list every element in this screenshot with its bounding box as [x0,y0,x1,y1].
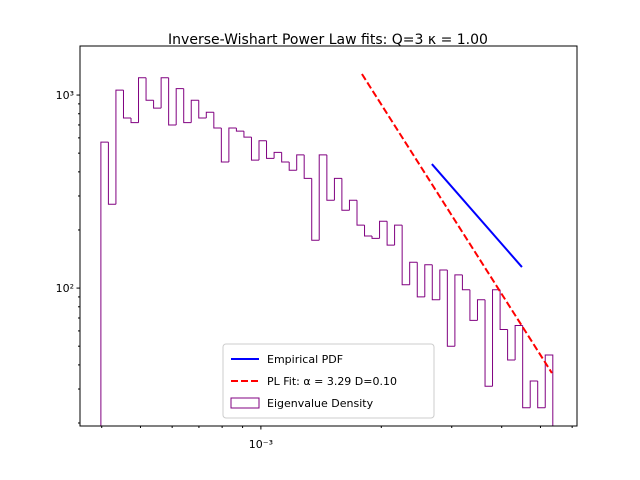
histogram-bin [379,220,388,239]
histogram-bin [416,262,425,298]
legend-label: Eigenvalue Density [267,397,374,410]
histogram-bin [303,154,312,179]
histogram-bin [469,289,478,321]
legend-swatch [230,397,260,409]
histogram-bin [341,178,350,211]
histogram-bin [544,354,554,426]
histogram-bin [122,90,132,119]
histogram-bin [168,77,177,126]
histogram-bin [138,77,147,123]
series-line [431,163,523,268]
histogram-bin [499,289,508,331]
histogram-bin [205,111,214,119]
histogram-bin [281,152,290,163]
histogram-bin [130,118,139,124]
histogram-bin [409,261,418,285]
histogram-bin [296,154,305,171]
histogram-bin [153,100,162,109]
histogram-bin [115,89,124,205]
chart-title: Inverse-Wishart Power Law fits: Q=3 κ = … [168,32,488,48]
histogram-bin [476,299,486,321]
y-tick-label: 10³ [56,89,74,102]
histogram-bin [529,380,538,408]
histogram-bin [258,140,267,161]
histogram-bin [145,77,154,101]
series-line [361,73,553,374]
histogram-bin [461,274,470,291]
histogram-bin [228,127,237,162]
histogram-bin [175,88,184,125]
histogram-bin [446,270,455,347]
x-tick-label: 10⁻³ [249,438,273,451]
histogram-bin [266,140,275,159]
histogram-bin [235,127,244,132]
axes-frame [79,45,578,427]
histogram-bin [401,225,410,286]
histogram-bin [371,236,380,239]
histogram-bin [522,325,531,409]
histogram-bin [348,199,358,211]
histogram-bin [394,224,403,246]
histogram-bin [220,127,229,163]
histogram-bin [213,112,222,129]
histogram-bin [431,264,440,301]
plot-area [100,73,554,426]
histogram-bin [364,225,373,237]
histogram-bin [333,177,342,201]
histogram-bin [454,274,463,347]
histogram-bin [160,77,169,109]
histogram-bin [537,381,546,409]
histogram-bin [326,154,335,201]
y-tick-label: 10² [56,282,74,295]
legend-label: PL Fit: α = 3.29 D=0.10 [267,375,397,388]
histogram-bin [183,88,192,124]
histogram-bin [107,142,116,205]
histogram-bin [243,131,252,138]
legend: Empirical PDF PL Fit: α = 3.29 D=0.10 Eige… [222,343,435,419]
histogram-bin [198,100,207,119]
histogram-bin [250,137,260,161]
histogram-bin [514,324,523,361]
histogram-bin [190,99,199,123]
histogram-bin [386,221,395,246]
histogram-bin [273,151,282,159]
histogram-bin [100,141,109,426]
histogram-bin [507,329,516,361]
histogram-bin [492,289,501,387]
histogram-bin [439,269,448,300]
histogram-bin [318,154,327,241]
histogram-bin [424,264,433,297]
histogram-bin [311,178,320,241]
legend-label: Empirical PDF [267,353,343,366]
histogram-bin [484,299,493,387]
histogram-bin [356,200,365,226]
histogram-bin [288,161,297,171]
legend-box [222,343,435,419]
